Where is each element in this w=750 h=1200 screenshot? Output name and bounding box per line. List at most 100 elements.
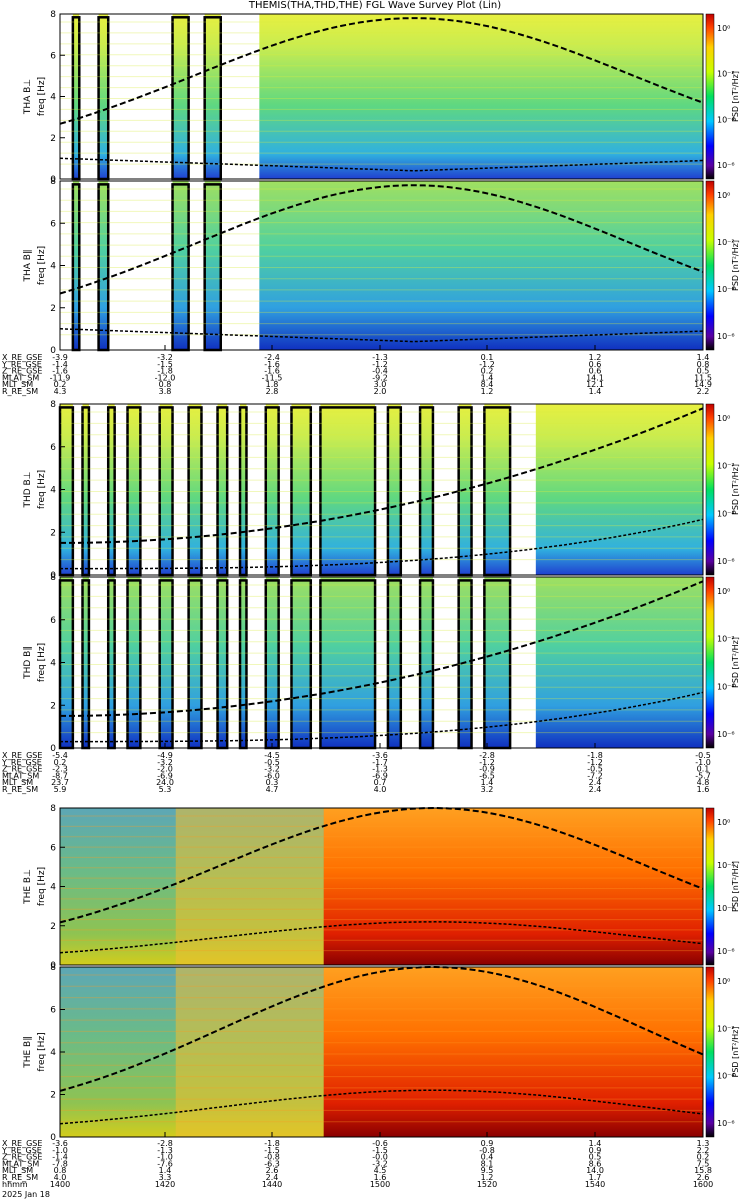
y-tick-label: 6 xyxy=(50,443,56,453)
colorbar xyxy=(705,13,715,180)
ephemeris-value: -3.6 xyxy=(372,751,388,760)
ephemeris-value: 2.6 xyxy=(697,1173,710,1182)
colorbar-tick-label: 10⁰ xyxy=(717,977,730,986)
y-tick-label: 4 xyxy=(50,93,56,103)
y-axis-unit-label: freq [Hz] xyxy=(37,470,47,509)
colorbar-label: PSD [nT²/Hz] xyxy=(731,71,740,122)
y-tick-label: 4 xyxy=(50,262,56,272)
ephemeris-value: 1.4 xyxy=(697,353,710,362)
spectrogram-segment xyxy=(484,404,511,575)
ephemeris-value: -0.5 xyxy=(587,765,603,774)
ephemeris-value: -6.5 xyxy=(479,771,495,780)
ephemeris-value: -1.4 xyxy=(52,360,68,369)
y-axis-label: THA B∥ xyxy=(23,250,33,283)
ephemeris-value: -9.2 xyxy=(372,373,388,382)
ephemeris-value: 0.1 xyxy=(481,353,494,362)
ephemeris-value: -1.5 xyxy=(372,1146,388,1155)
spectrogram-segment xyxy=(217,577,228,748)
y-tick-label: 2 xyxy=(50,701,56,711)
ephemeris-value: -0.9 xyxy=(479,765,495,774)
ephemeris-value: 0.6 xyxy=(589,367,602,376)
spectrogram-segment xyxy=(98,181,109,350)
ephemeris-value: 0.2 xyxy=(54,380,67,389)
y-tick-label: 2 xyxy=(50,304,56,314)
colorbar-tick-label: 10⁻⁶ xyxy=(717,730,735,739)
colorbar-label: PSD [nT²/Hz] xyxy=(731,464,740,515)
ephemeris-value: -1.2 xyxy=(587,758,603,767)
colorbar-tick-label: 10⁻² xyxy=(717,462,735,471)
ephemeris-value: 8.1 xyxy=(481,1159,494,1168)
ephemeris-value: -3.2 xyxy=(372,1159,388,1168)
ephemeris-value: 5.3 xyxy=(159,785,172,794)
ephemeris-value: 3.0 xyxy=(374,380,387,389)
y-axis-unit-label: freq [Hz] xyxy=(37,77,47,116)
ephemeris-value: -7.6 xyxy=(157,1159,173,1168)
ephemeris-row-label: MLT_SM xyxy=(2,1166,33,1175)
spectrogram-segment xyxy=(240,577,247,748)
spectrogram-segment xyxy=(175,808,324,965)
spectrogram-segment xyxy=(484,577,511,748)
colorbar-tick-label: 10⁻⁶ xyxy=(717,1119,735,1128)
colorbar xyxy=(705,966,715,1138)
colorbar-tick-label: 10⁻² xyxy=(717,70,735,79)
y-tick-label: 6 xyxy=(50,51,56,61)
y-tick-label: 2 xyxy=(50,528,56,538)
ephemeris-value: -11.5 xyxy=(262,373,283,382)
colorbar-tick-label: 10⁻⁶ xyxy=(717,947,735,956)
ephemeris-value: 1.4 xyxy=(481,373,494,382)
spectrogram-segment xyxy=(204,14,221,179)
y-tick-label: 4 xyxy=(50,1048,56,1058)
colorbar-tick-label: 10⁰ xyxy=(717,818,730,827)
ephemeris-value: 0.1 xyxy=(697,765,710,774)
spectrogram-segment xyxy=(172,181,189,350)
ephemeris-row-label: Y_RE_GSE xyxy=(1,1146,42,1155)
ephemeris-row-label: R_RE_SM xyxy=(2,387,38,396)
ephemeris-value: 2.2 xyxy=(697,387,710,396)
ephemeris-value: -3.2 xyxy=(264,765,280,774)
ephemeris-value: 2.4 xyxy=(589,778,602,787)
ephemeris-value: 2.8 xyxy=(266,387,279,396)
y-axis-unit-label: freq [Hz] xyxy=(37,867,47,906)
y-tick-label: 0 xyxy=(50,346,56,356)
ephemeris-value: 1.6 xyxy=(697,785,710,794)
ephemeris-value: 0.5 xyxy=(697,367,710,376)
colorbar-tick-label: 10⁻² xyxy=(717,238,735,247)
ephemeris-value: -3.2 xyxy=(157,353,173,362)
y-tick-label: 6 xyxy=(50,616,56,626)
panel-tha-bperp xyxy=(59,13,715,181)
ephemeris-row-label: MLAT_SM xyxy=(2,1159,39,1168)
ephemeris-value: -1.0 xyxy=(695,758,711,767)
colorbar-tick-label: 10⁻⁴ xyxy=(717,682,735,691)
y-tick-label: 6 xyxy=(50,219,56,229)
colorbar-tick-label: 10⁻⁴ xyxy=(717,285,735,294)
panel-the-bperp xyxy=(59,806,715,966)
ephemeris-value: -7.8 xyxy=(52,1159,68,1168)
ephemeris-row-label: Z_RE_GSE xyxy=(2,367,42,376)
ephemeris-value: 4.0 xyxy=(374,785,387,794)
spectrogram-segment xyxy=(127,577,141,748)
ephemeris-value: -2.4 xyxy=(264,353,280,362)
ephemeris-value: 1.8 xyxy=(266,380,279,389)
spectrogram-segment xyxy=(387,577,401,748)
ephemeris-value: 1.2 xyxy=(481,387,494,396)
ephemeris-value: 0.2 xyxy=(697,1153,710,1162)
ephemeris-row-label: MLAT_SM xyxy=(2,373,39,382)
ephemeris-value: -1.3 xyxy=(372,765,388,774)
harmonic-curve xyxy=(60,691,704,743)
gyrofrequency-curve xyxy=(59,806,704,924)
colorbar xyxy=(705,576,715,749)
plot-title: THEMIS(THA,THD,THE) FGL Wave Survey Plot… xyxy=(248,0,502,11)
ephemeris-value: -11.9 xyxy=(50,373,71,382)
ephemeris-value: 14.9 xyxy=(694,380,712,389)
y-tick-label: 2 xyxy=(50,134,56,144)
ephemeris-value: 1520 xyxy=(477,1180,497,1189)
spectrogram-segment xyxy=(98,14,109,179)
panel-tha-bpar xyxy=(59,180,715,352)
panel-thd-bperp xyxy=(58,403,715,577)
ephemeris-value: -2.3 xyxy=(52,765,68,774)
y-tick-label: 4 xyxy=(50,659,56,669)
ephemeris-value: 1.6 xyxy=(374,1173,387,1182)
colorbar-tick-label: 10⁰ xyxy=(717,24,730,33)
ephemeris-value: -5.4 xyxy=(52,751,68,760)
ephemeris-value: 0.4 xyxy=(481,1153,494,1162)
